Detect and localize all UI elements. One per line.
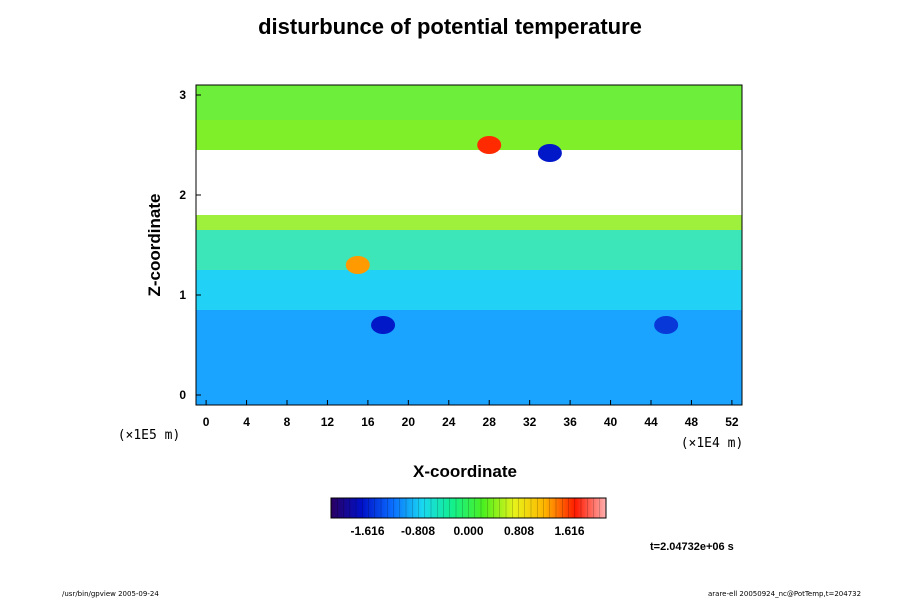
field-band-0 (196, 310, 742, 405)
x-tick-label: 4 (243, 415, 250, 429)
field-band-3 (196, 215, 742, 230)
x-unit-label: (×1E4 m) (681, 436, 744, 451)
x-tick-label: 24 (442, 415, 456, 429)
colorbar-tick-label: -0.808 (401, 524, 435, 538)
field-feature-3 (537, 144, 562, 162)
colorbar-stripes (337, 498, 600, 518)
colorbar-tick-label: 0.808 (504, 524, 534, 538)
x-tick-label: 52 (725, 415, 739, 429)
x-axis: 0 4 8 12 16 20 24 28 32 36 40 44 48 52 (203, 400, 739, 429)
x-tick-label: 48 (685, 415, 699, 429)
x-tick-label: 28 (483, 415, 497, 429)
x-tick-label: 40 (604, 415, 618, 429)
y-axis-label: Z-coordinate (145, 194, 164, 297)
colorbar-tick-label: 1.616 (554, 524, 584, 538)
plot-frame (195, 84, 743, 406)
chart-title: disturbunce of potential temperature (258, 14, 642, 39)
field-band-4 (196, 150, 742, 215)
footer-right: arare-ell 20050924_nc@PotTemp,t=204732 (708, 590, 862, 598)
field-feature-0 (371, 316, 396, 334)
x-tick-label: 44 (644, 415, 658, 429)
x-tick-label: 8 (284, 415, 291, 429)
x-tick-label: 32 (523, 415, 537, 429)
y-tick-label: 0 (179, 388, 186, 402)
field-feature-1 (654, 316, 679, 334)
field-feature-4 (477, 136, 502, 154)
field-band-1 (196, 270, 742, 310)
colorbar-tick-label: 0.000 (453, 524, 483, 538)
x-tick-label: 16 (361, 415, 375, 429)
colorbar-ticks: -1.616 -0.808 0.000 0.808 1.616 (350, 524, 584, 538)
colorbar (331, 498, 606, 518)
y-tick-label: 3 (179, 88, 186, 102)
field-band-5 (196, 120, 742, 150)
x-axis-label: X-coordinate (413, 462, 517, 481)
colorbar-frame (330, 497, 607, 519)
field-features (345, 136, 679, 334)
field-bands (196, 85, 742, 405)
y-unit-label: (×1E5 m) (118, 428, 181, 443)
x-tick-label: 0 (203, 415, 210, 429)
field-band-6 (196, 85, 742, 120)
time-label: t=2.04732e+06 s (650, 541, 734, 553)
x-tick-label: 20 (402, 415, 416, 429)
y-tick-label: 1 (179, 288, 186, 302)
footer-left: /usr/bin/gpview 2005-09-24 (62, 590, 159, 598)
x-tick-label: 36 (563, 415, 577, 429)
field-feature-2 (345, 256, 370, 274)
x-tick-label: 12 (321, 415, 335, 429)
y-axis: 0 1 2 3 (179, 88, 201, 402)
field-band-2 (196, 230, 742, 270)
colorbar-tick-label: -1.616 (350, 524, 384, 538)
y-tick-label: 2 (179, 188, 186, 202)
